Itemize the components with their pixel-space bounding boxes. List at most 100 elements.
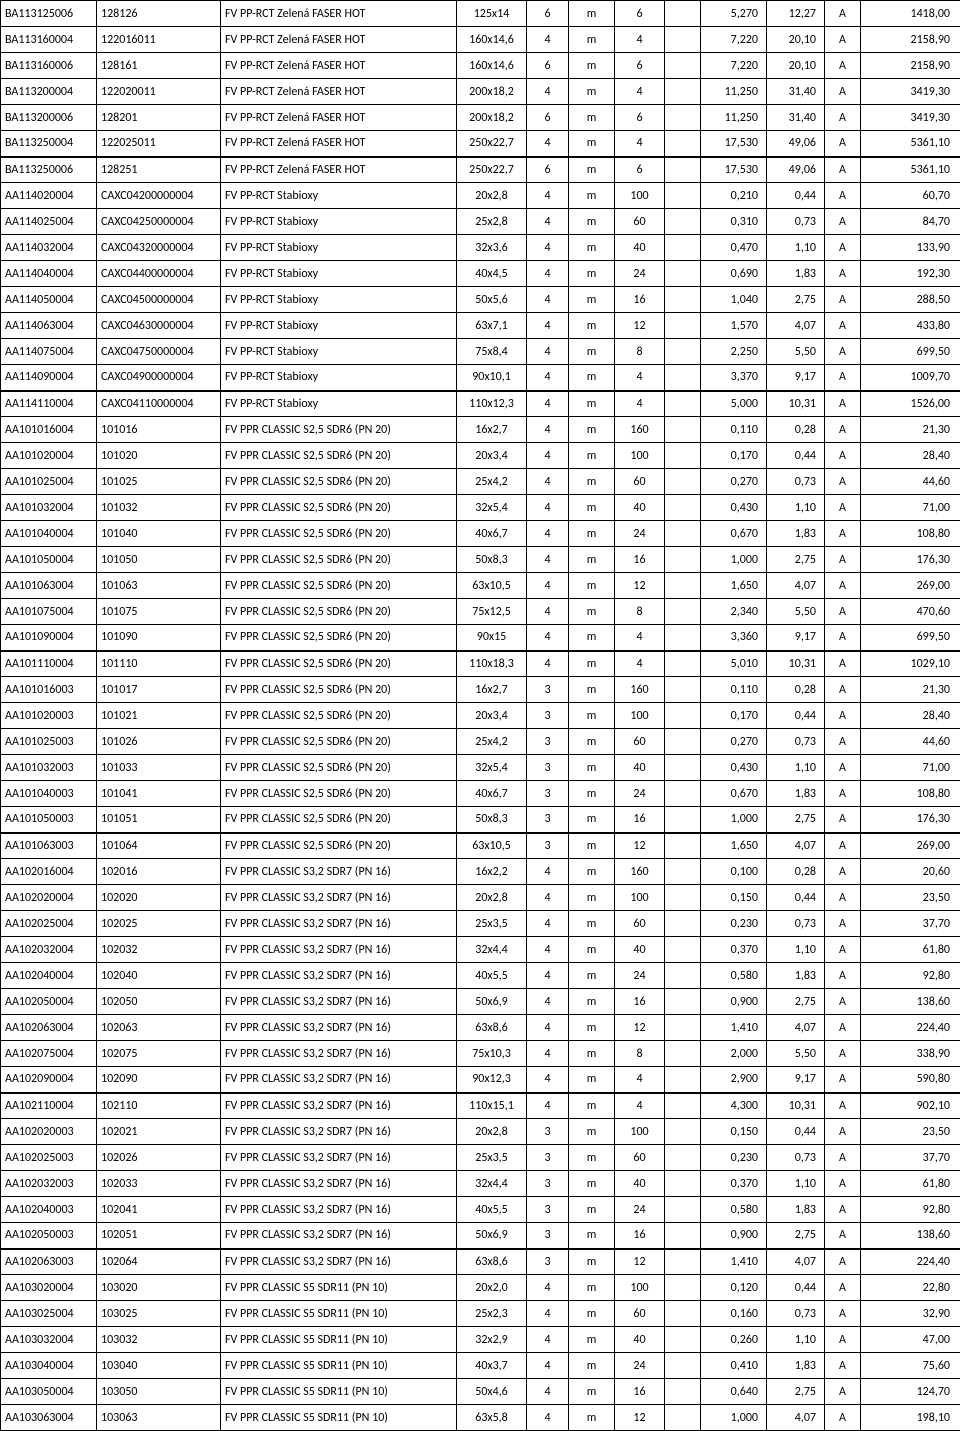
cell-w1: 0,670 [701, 521, 767, 547]
cell-w2: 10,31 [767, 391, 825, 417]
cell-len: 6 [527, 157, 569, 183]
cell-size: 50x8,3 [457, 547, 527, 573]
cell-desc: FV PPR CLASSIC S5 SDR11 (PN 10) [221, 1301, 457, 1327]
cell-w2: 0,44 [767, 703, 825, 729]
cell-qty: 16 [615, 989, 665, 1015]
cell-blank [665, 443, 701, 469]
cell-desc: FV PPR CLASSIC S3,2 SDR7 (PN 16) [221, 989, 457, 1015]
cell-w1: 0,580 [701, 1197, 767, 1223]
cell-blank [665, 1015, 701, 1041]
cell-size: 50x8,3 [457, 807, 527, 833]
table-row: AA101032004101032FV PPR CLASSIC S2,5 SDR… [1, 495, 960, 521]
cell-size: 25x3,5 [457, 911, 527, 937]
cell-code1: AA102032003 [1, 1171, 97, 1197]
cell-grade: A [825, 1223, 861, 1249]
cell-unit: m [569, 625, 615, 651]
cell-price: 61,80 [861, 937, 960, 963]
cell-size: 40x4,5 [457, 261, 527, 287]
cell-unit: m [569, 1171, 615, 1197]
cell-price: 61,80 [861, 1171, 960, 1197]
cell-price: 23,50 [861, 885, 960, 911]
cell-w2: 4,07 [767, 1249, 825, 1275]
cell-unit: m [569, 313, 615, 339]
cell-blank [665, 781, 701, 807]
cell-grade: A [825, 885, 861, 911]
cell-qty: 6 [615, 157, 665, 183]
cell-w2: 9,17 [767, 365, 825, 391]
cell-unit: m [569, 1353, 615, 1379]
cell-code1: AA101020004 [1, 443, 97, 469]
cell-w2: 0,73 [767, 911, 825, 937]
cell-code1: AA102025003 [1, 1145, 97, 1171]
cell-grade: A [825, 937, 861, 963]
cell-len: 4 [527, 911, 569, 937]
cell-unit: m [569, 781, 615, 807]
cell-w1: 0,370 [701, 937, 767, 963]
table-row: AA101016004101016FV PPR CLASSIC S2,5 SDR… [1, 417, 960, 443]
cell-code1: BA113250004 [1, 131, 97, 157]
table-row: AA102025004102025FV PPR CLASSIC S3,2 SDR… [1, 911, 960, 937]
cell-w2: 31,40 [767, 105, 825, 131]
cell-blank [665, 1223, 701, 1249]
table-row: AA103050004103050FV PPR CLASSIC S5 SDR11… [1, 1379, 960, 1405]
cell-blank [665, 833, 701, 859]
table-row: AA103025004103025FV PPR CLASSIC S5 SDR11… [1, 1301, 960, 1327]
cell-w1: 3,370 [701, 365, 767, 391]
table-row: AA101050003101051FV PPR CLASSIC S2,5 SDR… [1, 807, 960, 833]
cell-code2: 102026 [97, 1145, 221, 1171]
table-row: BA113250004122025011FV PP-RCT Zelená FAS… [1, 131, 960, 157]
cell-desc: FV PPR CLASSIC S3,2 SDR7 (PN 16) [221, 1015, 457, 1041]
cell-code1: BA113250006 [1, 157, 97, 183]
cell-qty: 40 [615, 1171, 665, 1197]
cell-len: 3 [527, 1119, 569, 1145]
cell-blank [665, 625, 701, 651]
cell-unit: m [569, 989, 615, 1015]
cell-desc: FV PP-RCT Stabioxy [221, 287, 457, 313]
cell-unit: m [569, 1379, 615, 1405]
cell-price: 21,30 [861, 417, 960, 443]
cell-len: 4 [527, 27, 569, 53]
cell-len: 4 [527, 937, 569, 963]
cell-blank [665, 365, 701, 391]
cell-len: 4 [527, 391, 569, 417]
cell-desc: FV PPR CLASSIC S3,2 SDR7 (PN 16) [221, 1249, 457, 1275]
cell-code1: AA101032003 [1, 755, 97, 781]
cell-grade: A [825, 235, 861, 261]
cell-grade: A [825, 313, 861, 339]
cell-blank [665, 183, 701, 209]
cell-code2: 102075 [97, 1041, 221, 1067]
cell-unit: m [569, 703, 615, 729]
cell-len: 3 [527, 729, 569, 755]
cell-grade: A [825, 677, 861, 703]
cell-size: 63x10,5 [457, 833, 527, 859]
cell-size: 25x3,5 [457, 1145, 527, 1171]
cell-qty: 24 [615, 521, 665, 547]
cell-len: 4 [527, 1093, 569, 1119]
cell-desc: FV PPR CLASSIC S5 SDR11 (PN 10) [221, 1327, 457, 1353]
cell-code2: 122016011 [97, 27, 221, 53]
cell-len: 4 [527, 1275, 569, 1301]
cell-code1: AA102090004 [1, 1067, 97, 1093]
cell-grade: A [825, 1041, 861, 1067]
cell-w2: 2,75 [767, 807, 825, 833]
cell-price: 699,50 [861, 339, 960, 365]
cell-code2: 103025 [97, 1301, 221, 1327]
cell-w2: 4,07 [767, 313, 825, 339]
table-row: AA101025003101026FV PPR CLASSIC S2,5 SDR… [1, 729, 960, 755]
product-table: BA113125006128126FV PP-RCT Zelená FASER … [0, 0, 960, 1431]
cell-grade: A [825, 859, 861, 885]
cell-blank [665, 885, 701, 911]
cell-len: 4 [527, 547, 569, 573]
cell-desc: FV PP-RCT Stabioxy [221, 339, 457, 365]
cell-code1: AA114040004 [1, 261, 97, 287]
cell-blank [665, 105, 701, 131]
cell-desc: FV PP-RCT Zelená FASER HOT [221, 53, 457, 79]
cell-size: 32x5,4 [457, 755, 527, 781]
cell-blank [665, 391, 701, 417]
cell-qty: 16 [615, 547, 665, 573]
cell-grade: A [825, 1197, 861, 1223]
cell-size: 160x14,6 [457, 53, 527, 79]
cell-code1: AA101032004 [1, 495, 97, 521]
cell-desc: FV PP-RCT Stabioxy [221, 365, 457, 391]
cell-size: 32x3,6 [457, 235, 527, 261]
